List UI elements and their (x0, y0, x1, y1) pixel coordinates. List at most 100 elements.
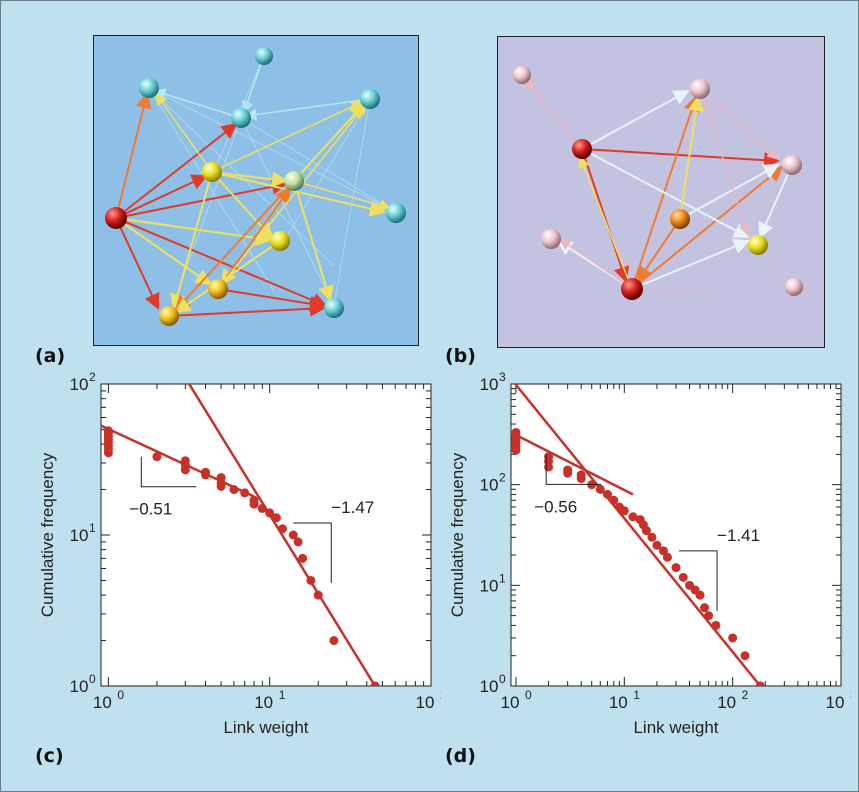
data-point (671, 563, 681, 573)
fit-lines (511, 384, 762, 686)
edges-a (115, 55, 392, 317)
slope-bracket (679, 550, 718, 611)
network-panel-b (497, 36, 825, 348)
data-point (293, 537, 303, 547)
y-tick-exponent: 3 (499, 370, 506, 384)
x-tick-exponent: 3 (850, 688, 851, 702)
data-point (152, 452, 162, 462)
data-point (277, 524, 287, 534)
node-a-10 (208, 279, 228, 299)
data-point (576, 474, 586, 484)
x-tick-label: 10 (416, 693, 435, 712)
data-point (216, 481, 226, 491)
data-point (563, 468, 573, 478)
y-tick-label: 10 (70, 375, 89, 394)
y-tick-exponent: 2 (89, 370, 96, 384)
slope-label: −0.51 (129, 500, 172, 519)
y-tick-label: 10 (480, 476, 499, 495)
x-tick-exponent: 0 (525, 688, 532, 702)
data-point (700, 603, 710, 613)
data-point (641, 526, 651, 536)
data-point (619, 506, 629, 516)
x-tick-exponent: 0 (117, 688, 124, 702)
data-point (628, 512, 638, 522)
data-point (595, 484, 605, 494)
node-a-7 (105, 207, 127, 229)
node-a-5 (202, 162, 222, 182)
node-a-6 (284, 171, 304, 191)
node-b-6 (541, 229, 561, 249)
node-b-2 (690, 79, 710, 99)
node-b-7 (748, 235, 768, 255)
node-b-5 (670, 209, 690, 229)
node-a-2 (139, 78, 159, 98)
data-point (313, 590, 323, 600)
node-a-3 (231, 108, 251, 128)
plot-area (100, 383, 432, 687)
data-point (265, 508, 275, 518)
network-b-graph (513, 66, 803, 300)
y-axis-label: Cumulative frequency (38, 452, 57, 617)
data-point (662, 552, 672, 562)
fit-line (511, 431, 634, 496)
y-tick-exponent: 0 (89, 672, 96, 686)
x-tick-label: 10 (500, 693, 519, 712)
y-tick-exponent: 0 (499, 672, 506, 686)
node-b-4 (782, 155, 802, 175)
data-point (695, 590, 705, 600)
node-a-11 (159, 306, 179, 326)
network-panel-a (93, 35, 419, 346)
data-point (603, 489, 613, 499)
fit-line (101, 424, 255, 498)
node-a-8 (386, 203, 406, 223)
x-tick-label: 10 (254, 693, 273, 712)
data-point (511, 445, 521, 455)
y-tick-exponent: 1 (499, 571, 506, 585)
plot-d-svg: 100101102103100101102103Link weightCumul… (448, 370, 857, 737)
data-point (103, 448, 113, 458)
y-tick-label: 10 (480, 375, 499, 394)
x-tick-label: 10 (826, 693, 845, 712)
data-point (271, 513, 281, 523)
data-point (711, 620, 721, 630)
data-point (647, 532, 657, 542)
data-point (229, 485, 239, 495)
plot-c: 100101102100101102Link weightCumulative … (31, 369, 447, 784)
data-point (180, 465, 190, 475)
data-point (249, 499, 259, 509)
network-a-graph (105, 47, 406, 326)
x-axis-label: Link weight (223, 718, 308, 737)
data-points (511, 427, 765, 686)
nodes-a (105, 47, 406, 326)
y-axis-label: Cumulative frequency (448, 452, 467, 617)
y-tick-label: 10 (480, 677, 499, 696)
data-point (329, 636, 339, 646)
data-points (103, 426, 380, 686)
data-point (755, 681, 765, 686)
y-tick-label: 10 (70, 677, 89, 696)
node-a-1 (255, 47, 273, 65)
panel-label-d: (d) (445, 745, 476, 767)
data-point (257, 503, 267, 513)
data-point (544, 462, 554, 472)
data-point (728, 633, 738, 643)
nodes-b (513, 66, 803, 300)
plot-area (510, 383, 842, 687)
node-a-9 (270, 231, 290, 251)
slope-bracket (545, 454, 602, 485)
panel-label-b: (b) (445, 345, 476, 367)
data-point (298, 553, 308, 563)
data-point (652, 540, 662, 550)
slope-label: −1.41 (717, 526, 760, 545)
x-axis-label: Link weight (633, 718, 718, 737)
plot-d: 100101102103100101102103Link weightCumul… (441, 369, 857, 784)
data-point (609, 495, 619, 505)
data-point (370, 681, 380, 686)
data-point (306, 575, 316, 585)
x-tick-exponent: 2 (742, 688, 749, 702)
panel-label-c: (c) (35, 745, 64, 767)
panel-label-a: (a) (35, 345, 66, 367)
data-point (200, 470, 210, 480)
slope-bracket (293, 522, 332, 584)
